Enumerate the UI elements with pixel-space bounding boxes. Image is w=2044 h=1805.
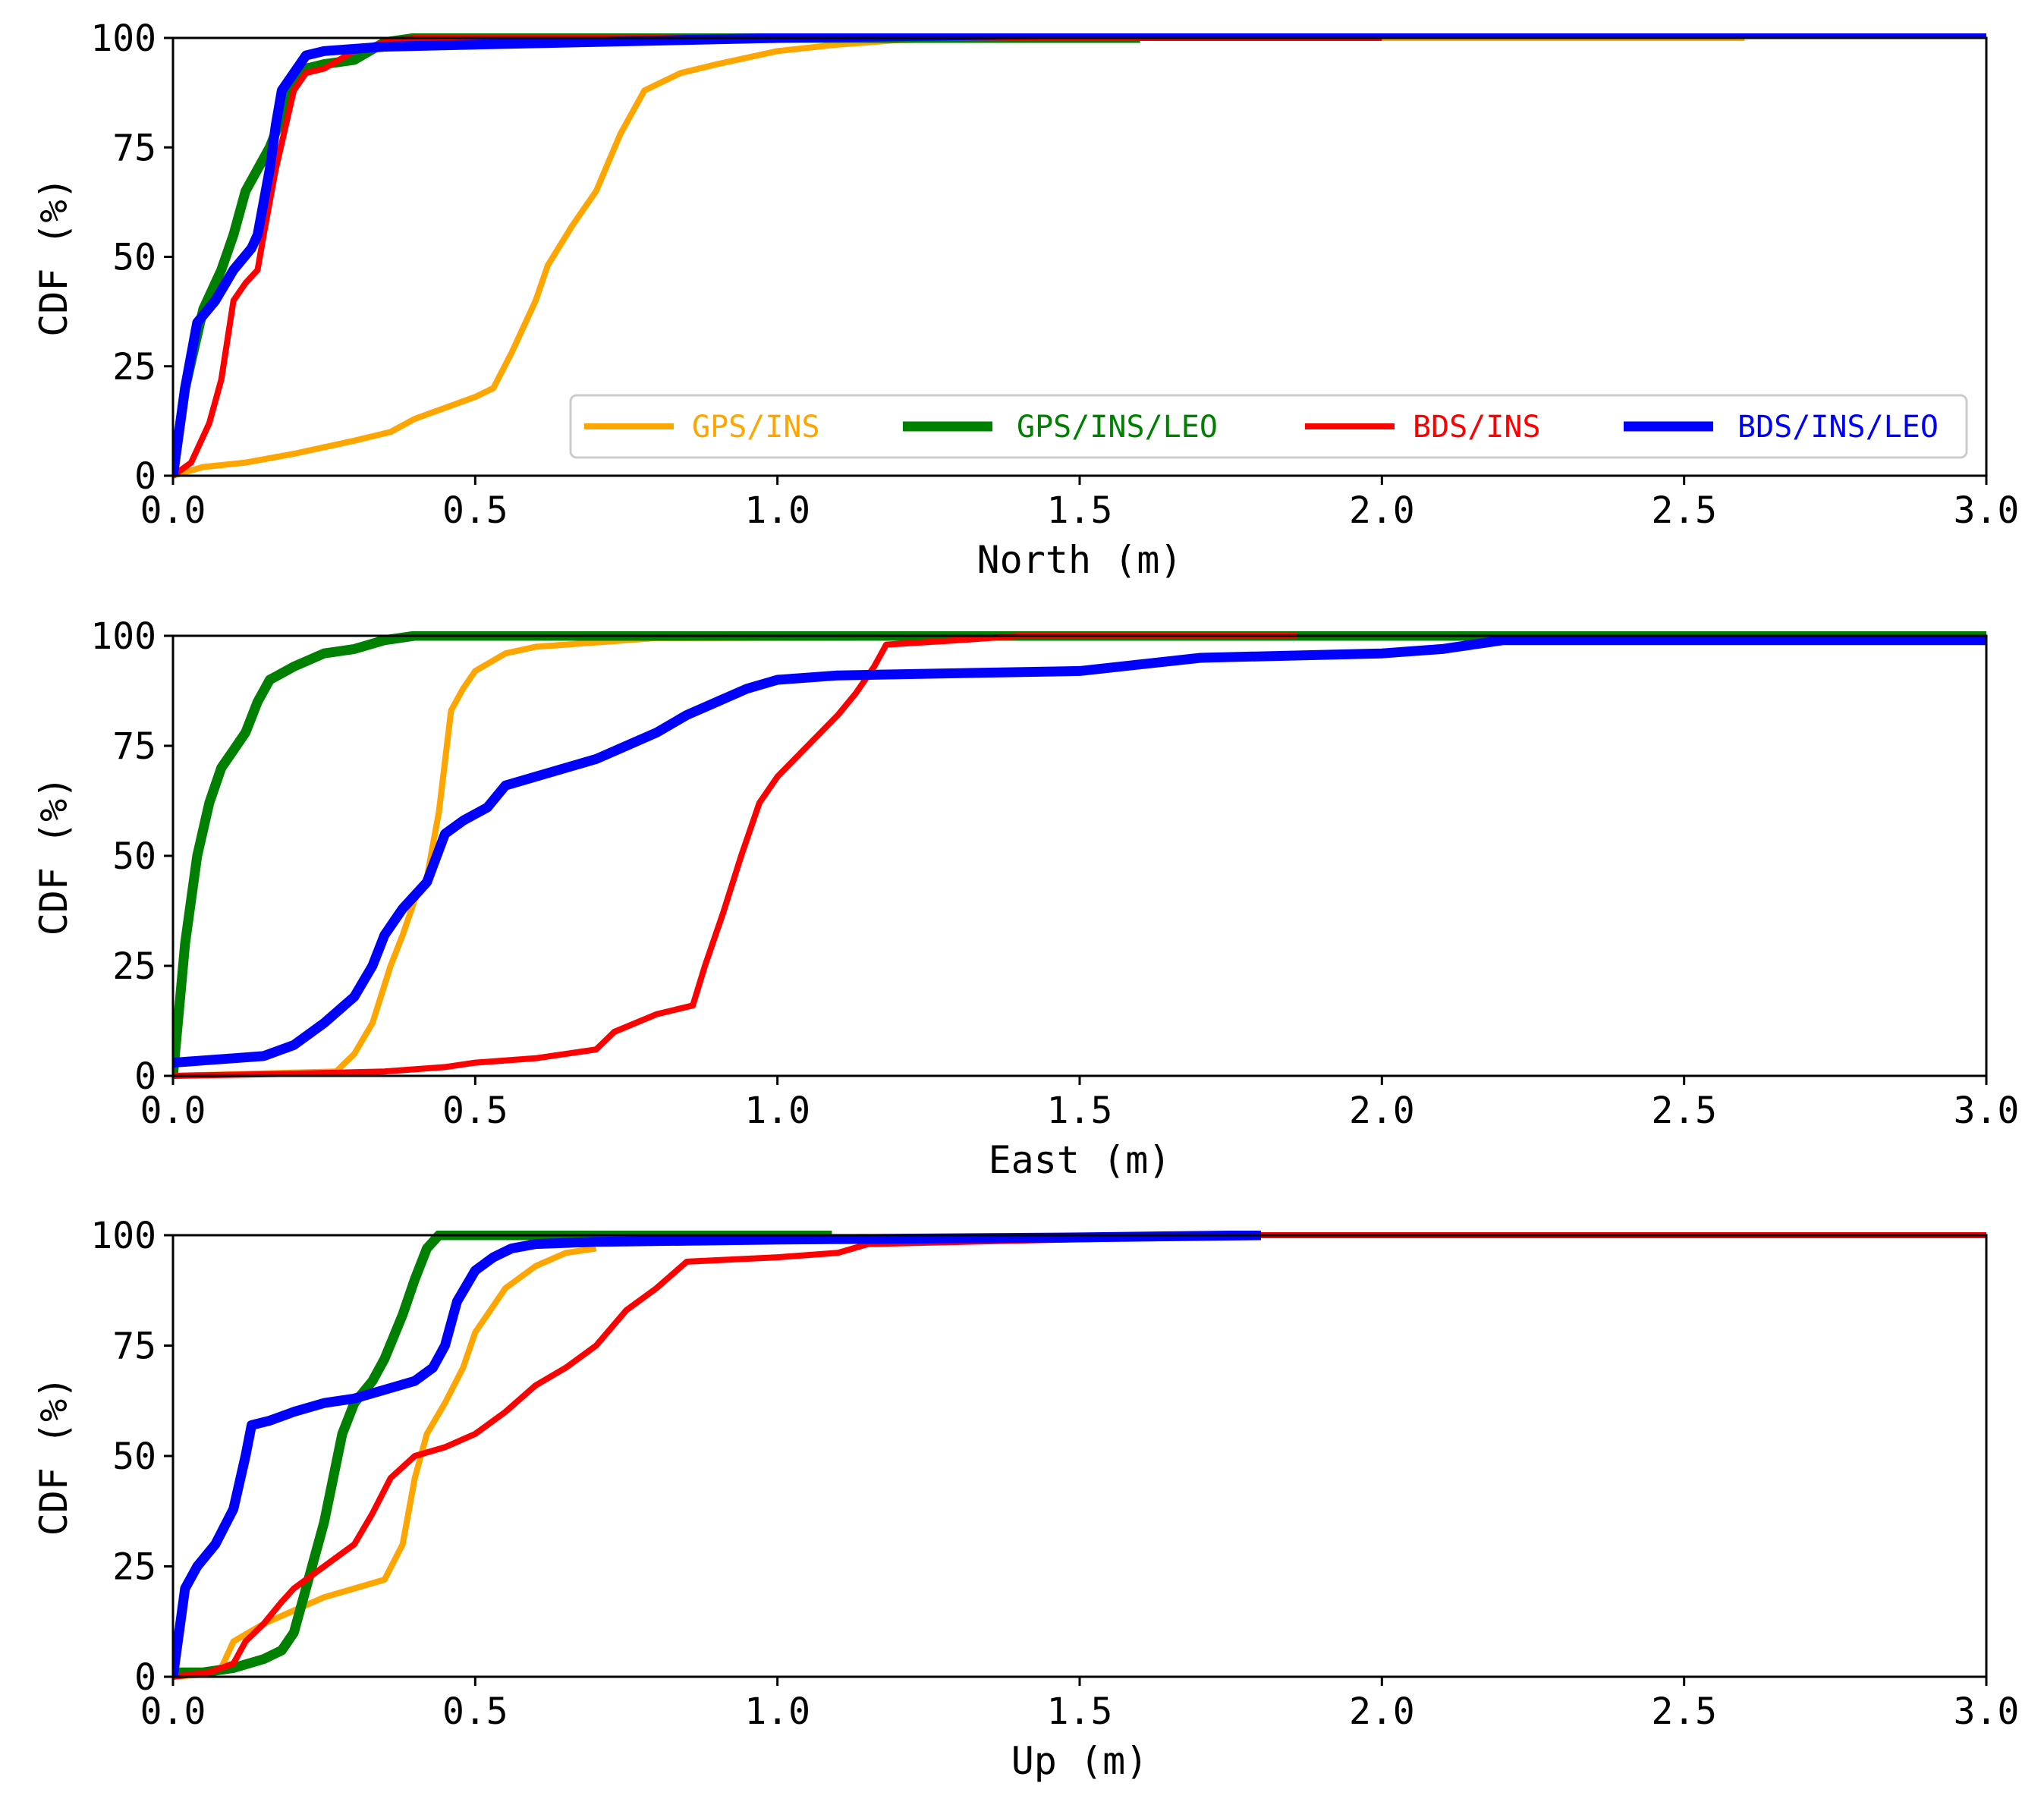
- x-tick-label: 0.0: [140, 1090, 206, 1132]
- y-axis-title: CDF (%): [32, 177, 76, 337]
- y-tick-label: 50: [112, 835, 156, 878]
- x-tick-label: 1.5: [1047, 1090, 1113, 1132]
- y-tick-label: 50: [112, 1436, 156, 1478]
- y-tick-label: 75: [112, 725, 156, 768]
- x-tick-label: 1.0: [744, 1090, 810, 1132]
- series-line-gps-ins: [173, 633, 1986, 1079]
- series-line-bds-ins-leo: [173, 635, 1986, 1068]
- series-line-gps-ins-leo: [173, 1231, 832, 1678]
- y-axis-title: CDF (%): [32, 1376, 76, 1536]
- y-tick-label: 25: [112, 1546, 156, 1589]
- y-tick-label: 100: [90, 615, 156, 658]
- x-tick-label: 3.0: [1954, 489, 2020, 532]
- x-tick-label: 0.5: [442, 1690, 508, 1733]
- x-tick-label: 1.5: [1047, 1690, 1113, 1733]
- panel-up: 0.0 0.5 1.0 1.5 2.0 2.5 3.0 0 25 50 75 100 Up (m) CDF…: [32, 1215, 2019, 1783]
- series-group: [173, 33, 1986, 479]
- x-tick-label: 0.5: [442, 489, 508, 532]
- series-line-bds-ins-leo: [173, 33, 1986, 476]
- y-tick-label: 0: [134, 1055, 156, 1098]
- y-tick-label: 75: [112, 127, 156, 169]
- y-tick-label: 25: [112, 945, 156, 988]
- x-axis-title: North (m): [977, 538, 1183, 582]
- legend: GPS/INS GPS/INS/LEO BDS/INS BDS/INS/LEO: [569, 394, 1968, 459]
- x-tick-label: 0.0: [140, 489, 206, 532]
- x-tick-label: 0.5: [442, 1090, 508, 1132]
- x-tick-label: 2.5: [1651, 1690, 1717, 1733]
- series-line-gps-ins: [173, 35, 1745, 479]
- y-tick-label: 100: [90, 1215, 156, 1257]
- x-tick-label: 3.0: [1954, 1690, 2020, 1733]
- series-line-bds-ins: [173, 1232, 1986, 1680]
- plot-frame: [171, 634, 1988, 1077]
- series-group: [173, 1231, 1986, 1680]
- y-tick-label: 0: [134, 1656, 156, 1699]
- y-tick-label: 25: [112, 346, 156, 388]
- legend-box: [569, 394, 1968, 459]
- x-tick-label: 2.5: [1651, 1090, 1717, 1132]
- legend-label-gps-ins-leo: GPS/INS/LEO: [1017, 410, 1218, 445]
- x-tick-label: 1.5: [1047, 489, 1113, 532]
- series-line-bds-ins: [173, 633, 1297, 1079]
- series-line-bds-ins-leo: [173, 1231, 1262, 1678]
- x-axis-title: East (m): [989, 1138, 1171, 1182]
- series-line-gps-ins-leo: [173, 631, 1986, 1077]
- x-tick-label: 3.0: [1954, 1090, 2020, 1132]
- y-tick-label: 100: [90, 17, 156, 60]
- x-axis-title: Up (m): [1011, 1739, 1149, 1783]
- x-tick-label: 2.0: [1349, 489, 1415, 532]
- legend-label-bds-ins-leo: BDS/INS/LEO: [1737, 410, 1939, 445]
- x-tick-label: 1.0: [744, 489, 810, 532]
- y-tick-label: 75: [112, 1325, 156, 1368]
- x-tick-label: 0.0: [140, 1690, 206, 1733]
- x-tick-label: 2.0: [1349, 1090, 1415, 1132]
- plot-frame: [171, 1234, 1988, 1678]
- y-tick-label: 0: [134, 455, 156, 498]
- y-axis-title: CDF (%): [32, 776, 76, 936]
- x-tick-label: 1.0: [744, 1690, 810, 1733]
- y-tick-label: 50: [112, 237, 156, 279]
- legend-label-bds-ins: BDS/INS: [1413, 410, 1541, 445]
- series-line-gps-ins: [173, 1245, 597, 1680]
- x-tick-label: 2.0: [1349, 1690, 1415, 1733]
- series-group: [173, 631, 1986, 1079]
- panel-east: 0.0 0.5 1.0 1.5 2.0 2.5 3.0 0 25 50 75 100 East (m) C…: [32, 615, 2019, 1182]
- legend-label-gps-ins: GPS/INS: [692, 410, 820, 445]
- panel-north: 0.0 0.5 1.0 1.5 2.0 2.5 3.0 0 25 50 75 100 North (m)…: [32, 17, 2019, 582]
- x-tick-label: 2.5: [1651, 489, 1717, 532]
